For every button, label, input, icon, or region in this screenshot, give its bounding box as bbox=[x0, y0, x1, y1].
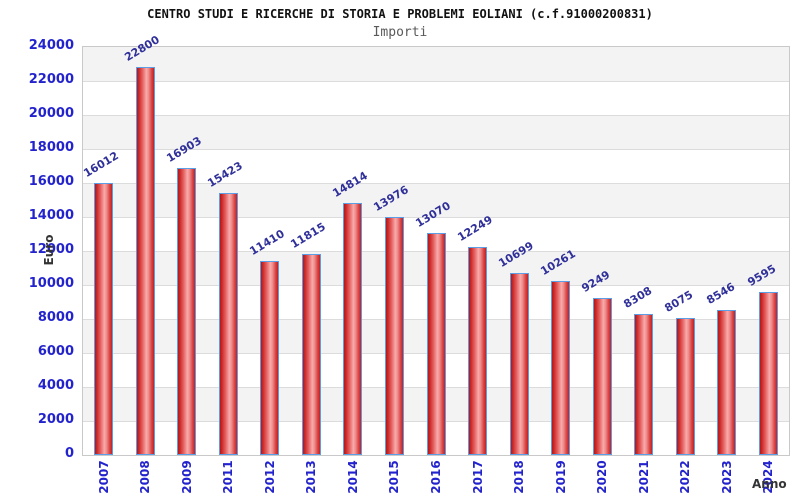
bar-2017 bbox=[468, 247, 488, 455]
x-tick-label: 2014 bbox=[345, 460, 360, 494]
x-tick-label: 2022 bbox=[678, 460, 693, 494]
x-tick-label: 2015 bbox=[387, 460, 402, 494]
x-tick-label: 2013 bbox=[304, 460, 319, 494]
y-axis-title: Euro bbox=[42, 234, 56, 266]
x-tick-label: 2018 bbox=[512, 460, 527, 494]
y-tick-label: 0 bbox=[64, 446, 74, 461]
bar-2012 bbox=[260, 261, 280, 455]
bar-2014 bbox=[343, 203, 363, 455]
bar-2021 bbox=[634, 314, 654, 455]
x-axis-title: Anno bbox=[752, 477, 787, 491]
chart-title: CENTRO STUDI E RICERCHE DI STORIA E PROB… bbox=[147, 7, 653, 21]
plot-band bbox=[83, 183, 789, 217]
bar-2011 bbox=[218, 193, 238, 455]
bar-2009 bbox=[177, 168, 197, 455]
plot-band bbox=[83, 81, 789, 115]
gridline bbox=[83, 115, 789, 116]
bar-2022 bbox=[675, 318, 695, 455]
x-tick-label: 2011 bbox=[221, 460, 236, 494]
y-tick-label: 16000 bbox=[28, 174, 74, 189]
x-tick-label: 2019 bbox=[553, 460, 568, 494]
gridline bbox=[83, 183, 789, 184]
gridline bbox=[83, 81, 789, 82]
y-tick-label: 12000 bbox=[28, 242, 74, 257]
bar-2019 bbox=[551, 281, 571, 455]
plot-area: 16012 22800 16903 15423 11410 11815 14814 13976… bbox=[81, 33, 790, 456]
x-tick-label: 2012 bbox=[262, 460, 277, 494]
y-tick-label: 6000 bbox=[37, 344, 74, 359]
bar-2015 bbox=[384, 217, 404, 455]
chart-subtitle: Importi bbox=[372, 25, 428, 40]
y-tick-label: 4000 bbox=[37, 378, 74, 393]
y-tick-label: 14000 bbox=[28, 208, 74, 223]
bar-2023 bbox=[717, 310, 737, 455]
bar-2016 bbox=[426, 233, 446, 455]
bar-2018 bbox=[509, 273, 529, 455]
bar-2024 bbox=[758, 292, 778, 455]
x-tick-label: 2008 bbox=[138, 460, 153, 494]
gridline bbox=[83, 217, 789, 218]
y-tick-label: 10000 bbox=[28, 276, 74, 291]
y-tick-label: 24000 bbox=[28, 38, 74, 53]
plot-band bbox=[83, 115, 789, 149]
y-tick-label: 18000 bbox=[28, 140, 74, 155]
y-tick-label: 8000 bbox=[37, 310, 74, 325]
bar-2007 bbox=[94, 183, 114, 455]
bar-2008 bbox=[135, 67, 155, 455]
gridline bbox=[83, 149, 789, 150]
x-tick-label: 2016 bbox=[429, 460, 443, 494]
y-tick-label: 22000 bbox=[28, 72, 74, 87]
x-tick-label: 2009 bbox=[179, 460, 194, 494]
bar-2020 bbox=[592, 298, 612, 455]
y-tick-label: 20000 bbox=[28, 106, 74, 121]
x-tick-label: 2021 bbox=[636, 460, 651, 494]
x-tick-label: 2007 bbox=[96, 460, 111, 494]
y-tick-label: 2000 bbox=[37, 412, 74, 427]
plot-band bbox=[83, 149, 789, 183]
x-tick-label: 2020 bbox=[595, 460, 610, 494]
x-tick-label: 2017 bbox=[470, 460, 485, 494]
plot-band bbox=[83, 47, 789, 81]
bar-2013 bbox=[301, 254, 321, 455]
x-tick-label: 2023 bbox=[719, 460, 734, 494]
